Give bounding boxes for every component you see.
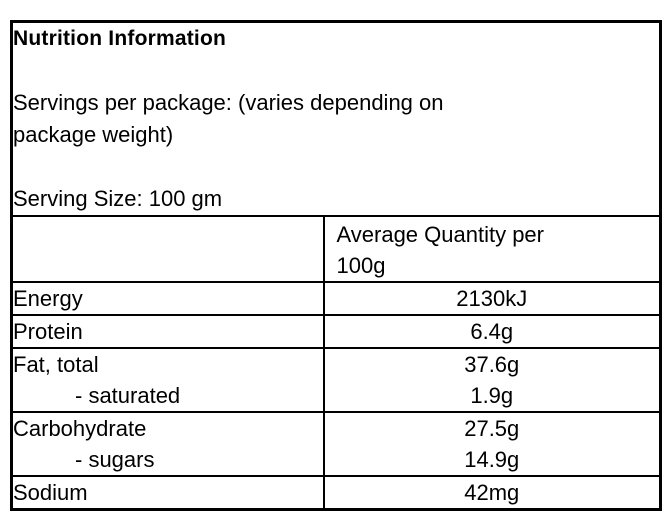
table-row-fat: Fat, total - saturated 37.6g 1.9g: [10, 347, 662, 413]
row-sub-value: 14.9g: [464, 447, 520, 472]
header-name-cell: [10, 215, 325, 283]
row-value: 6.4g: [322, 314, 662, 349]
servings-line-1: Servings per package: (varies depending …: [13, 90, 444, 115]
row-value: 37.6g: [464, 352, 520, 377]
row-sub-name: - saturated: [75, 383, 181, 408]
table-header-row: Average Quantity per 100g: [10, 215, 662, 283]
table-row-sodium: Sodium 42mg: [10, 475, 662, 511]
table-row-carbohydrate: Carbohydrate - sugars 27.5g 14.9g: [10, 411, 662, 477]
page-title: Nutrition Information: [13, 27, 227, 50]
table-row-energy: Energy 2130kJ: [10, 281, 662, 316]
row-value: 2130kJ: [322, 281, 662, 316]
row-value-group: 27.5g 14.9g: [322, 411, 662, 477]
row-sub-name: - sugars: [75, 447, 155, 472]
header-quantity-line-1: Average Quantity per: [336, 222, 545, 247]
row-name-group: Carbohydrate - sugars: [10, 411, 325, 477]
servings-line-2: package weight): [13, 122, 174, 147]
row-sub-value: 1.9g: [470, 383, 514, 408]
intro-cell: Nutrition Information Servings per packa…: [10, 20, 662, 217]
intro-row: Nutrition Information Servings per packa…: [10, 20, 662, 217]
row-value: 27.5g: [464, 416, 520, 441]
header-quantity-line-2: 100g: [336, 253, 386, 278]
row-value: 42mg: [322, 475, 662, 511]
nutrition-table: Nutrition Information Servings per packa…: [10, 20, 662, 511]
header-quantity-cell: Average Quantity per 100g: [322, 215, 662, 283]
row-value-group: 37.6g 1.9g: [322, 347, 662, 413]
servings-text: Servings per package: (varies depending …: [13, 87, 659, 151]
row-name: Carbohydrate: [13, 416, 147, 441]
row-name: Sodium: [10, 475, 325, 511]
row-name: Energy: [10, 281, 325, 316]
row-name-group: Fat, total - saturated: [10, 347, 325, 413]
serving-size-text: Serving Size: 100 gm: [13, 186, 223, 211]
row-name: Protein: [10, 314, 325, 349]
row-name: Fat, total: [13, 352, 99, 377]
table-row-protein: Protein 6.4g: [10, 314, 662, 349]
